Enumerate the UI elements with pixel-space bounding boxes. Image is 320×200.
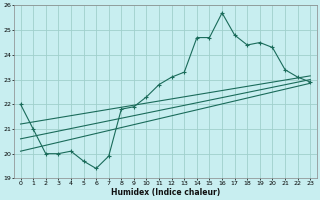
X-axis label: Humidex (Indice chaleur): Humidex (Indice chaleur) <box>111 188 220 197</box>
